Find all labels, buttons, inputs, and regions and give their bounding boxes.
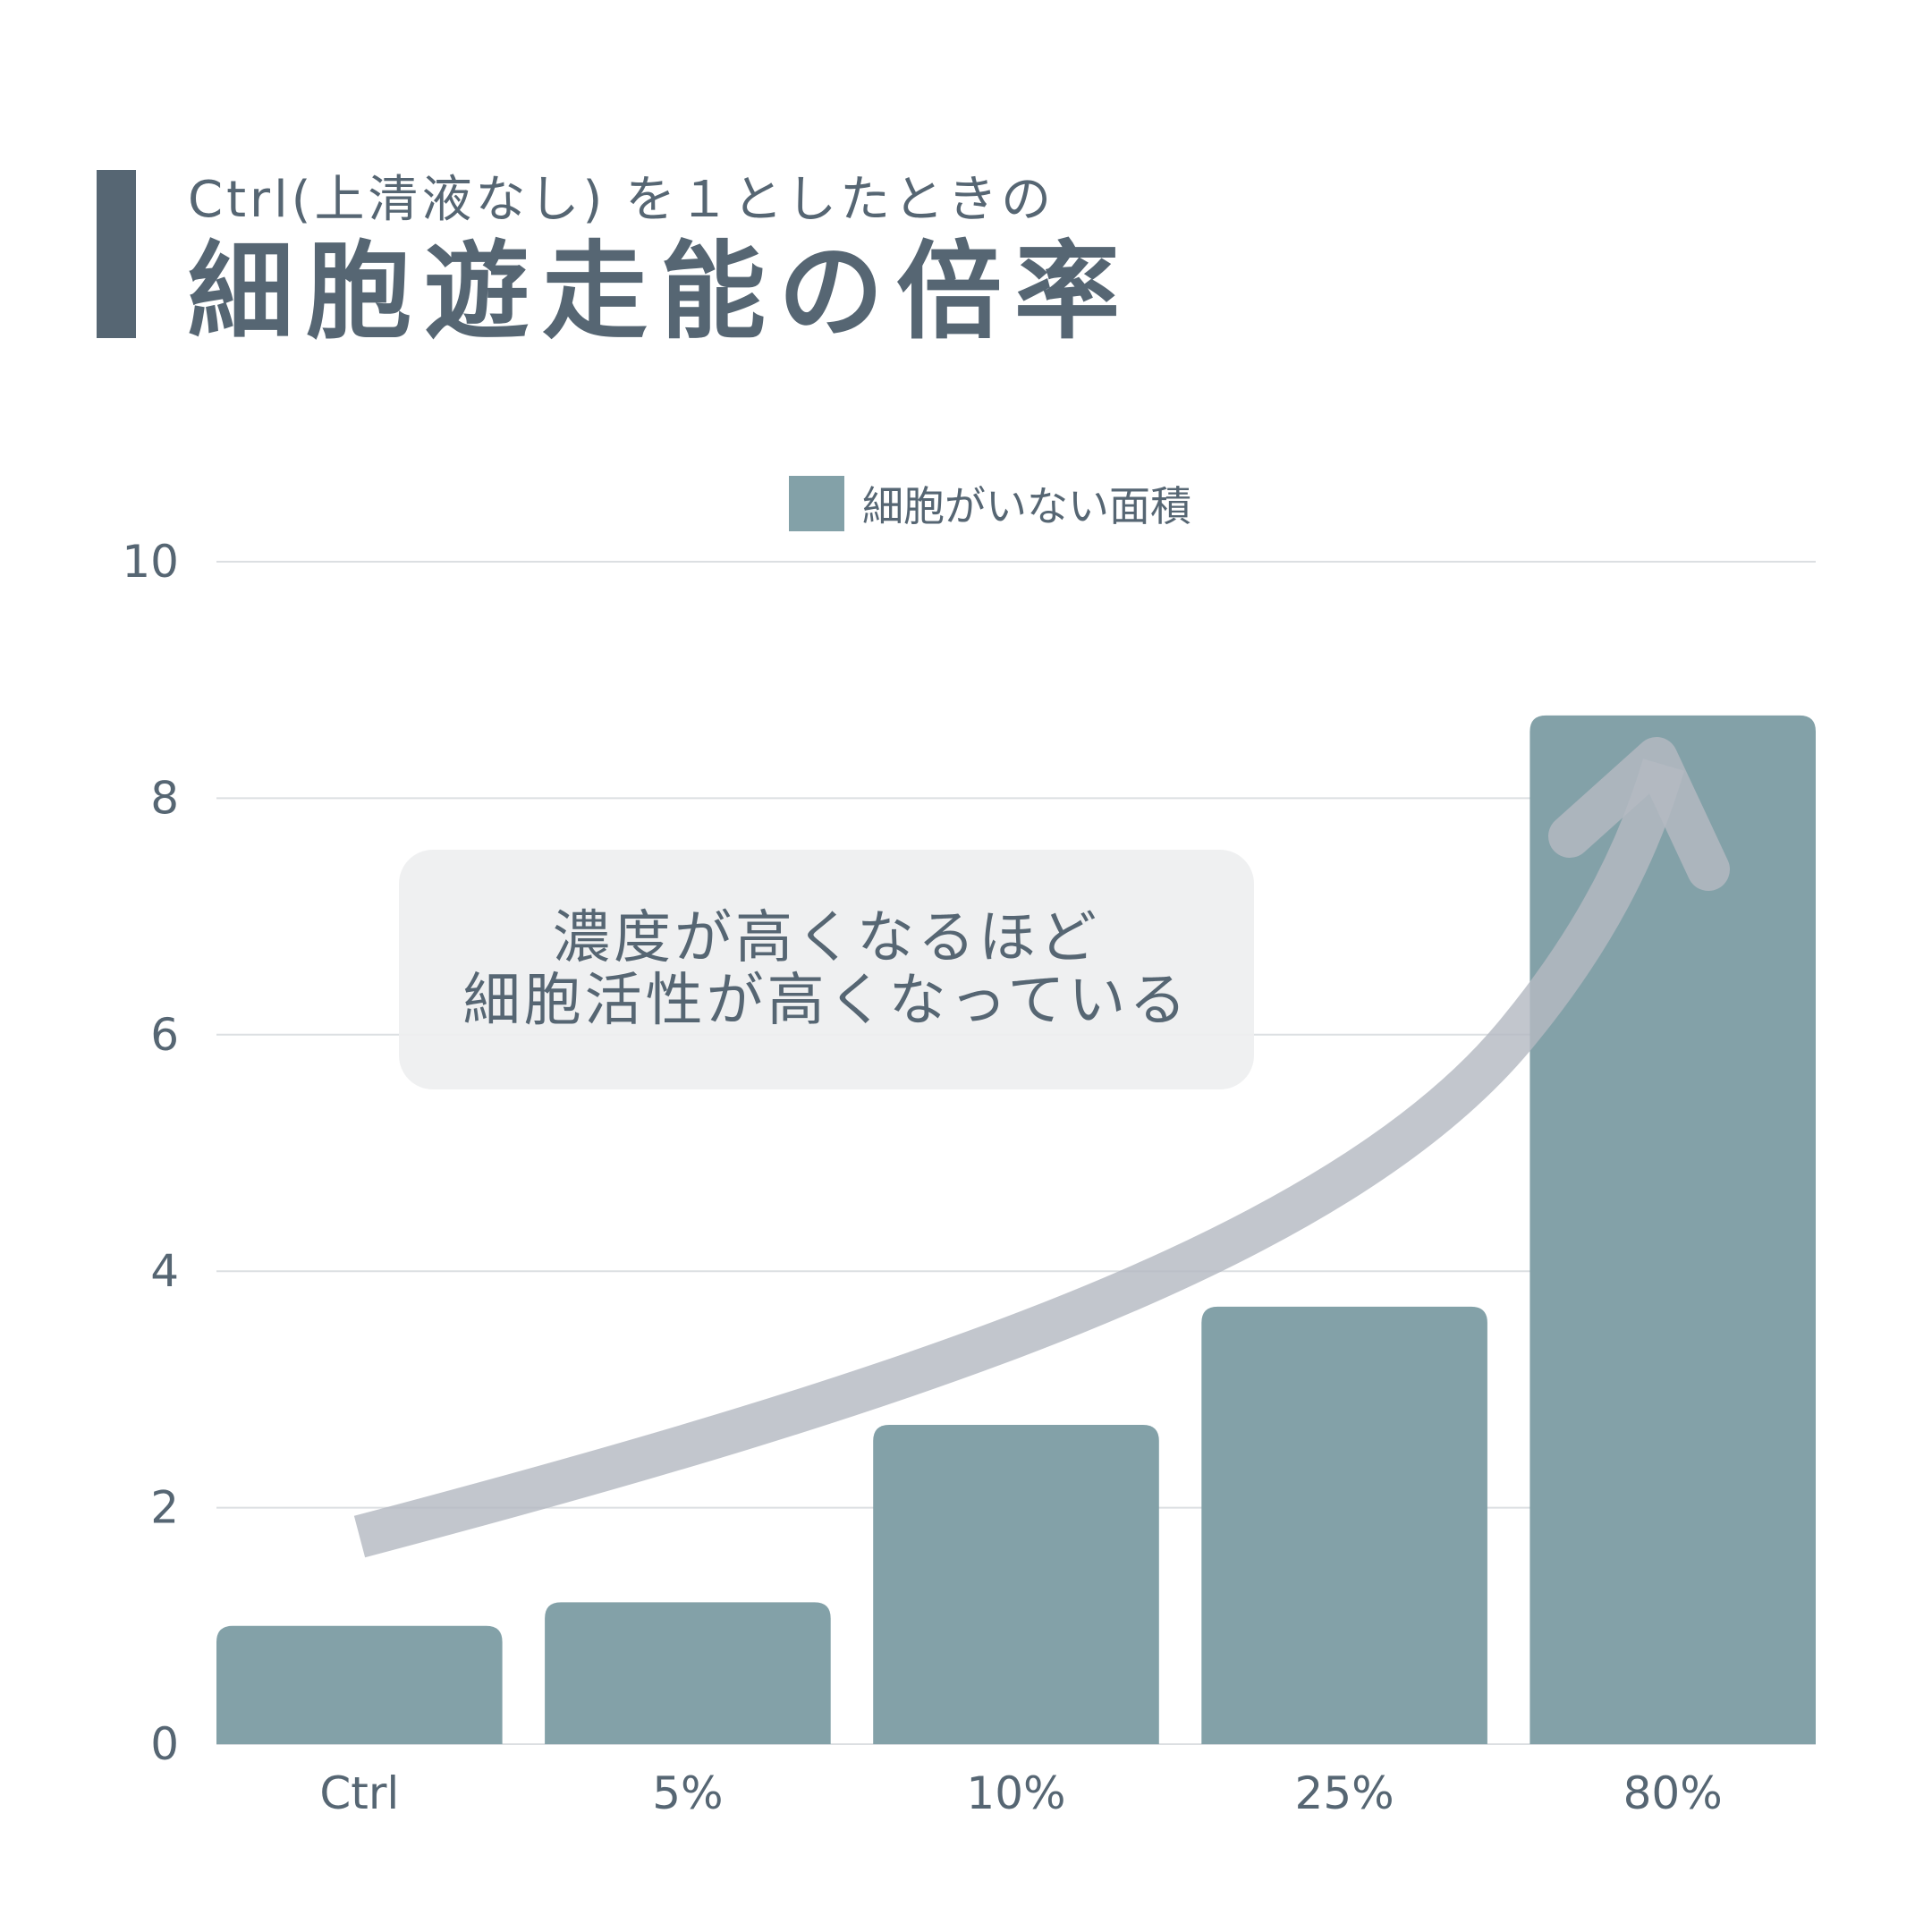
title-accent-bar	[97, 170, 136, 338]
trend-arrow-head	[1548, 737, 1730, 891]
bar	[1201, 1306, 1487, 1744]
legend: 細胞がいない面積	[789, 474, 1191, 533]
annotation-callout: 濃度が高くなるほど 細胞活性が高くなっている	[399, 850, 1254, 1089]
bar	[216, 1625, 503, 1744]
y-tick-label: 0	[150, 1718, 179, 1770]
chart-title: 細胞遊走能の倍率	[188, 230, 1133, 353]
legend-label: 細胞がいない面積	[862, 482, 1191, 530]
legend-swatch	[789, 476, 844, 531]
annotation-line-2: 細胞活性が高くなっている	[462, 968, 1191, 1034]
x-tick-label: 25%	[1295, 1767, 1394, 1819]
chart-subtitle: Ctrl(上清液なし) を１としたときの	[188, 171, 1055, 229]
y-tick-label: 10	[122, 536, 179, 588]
x-tick-label: Ctrl	[319, 1767, 399, 1819]
bar	[1530, 715, 1816, 1744]
bar	[545, 1602, 831, 1744]
trend-arrow-shaft	[353, 758, 1685, 1558]
x-tick-label: 80%	[1623, 1767, 1723, 1819]
bar	[873, 1425, 1159, 1744]
y-tick-label: 6	[150, 1009, 179, 1061]
y-tick-label: 2	[150, 1482, 179, 1534]
annotation-line-1: 濃度が高くなるほど	[553, 904, 1100, 971]
y-tick-label: 8	[150, 772, 179, 824]
x-tick-label: 5%	[652, 1767, 723, 1819]
y-tick-label: 4	[150, 1245, 179, 1297]
x-tick-label: 10%	[966, 1767, 1065, 1819]
